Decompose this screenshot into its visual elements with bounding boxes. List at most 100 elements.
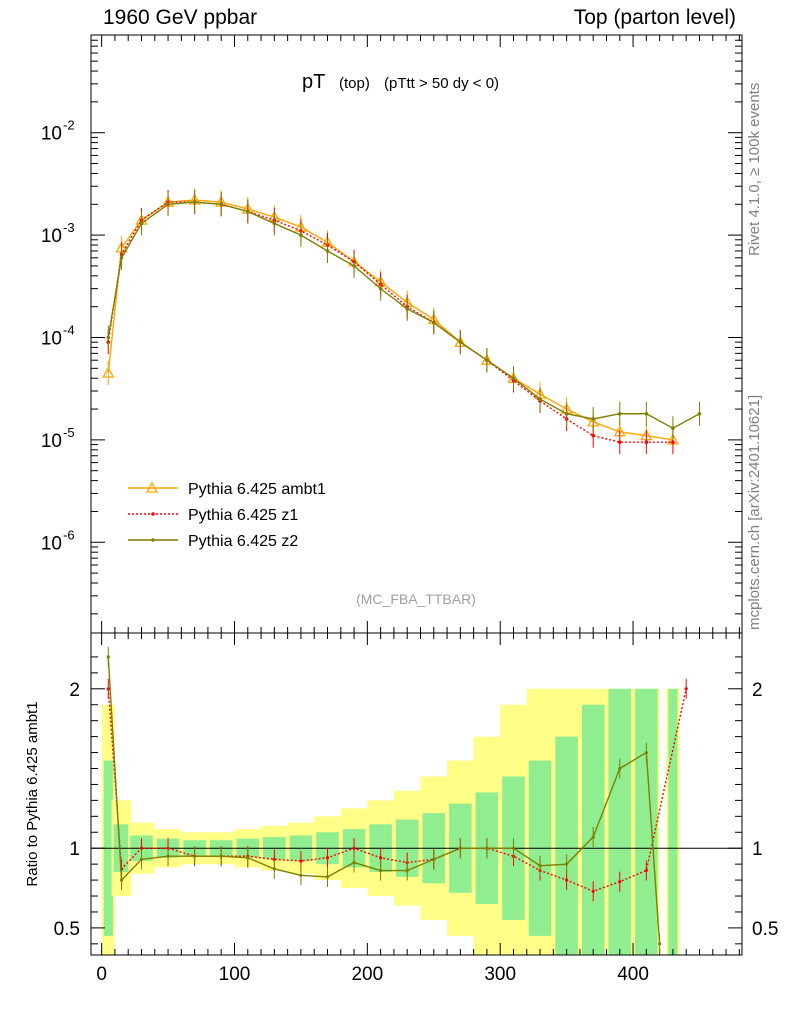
ratio-point	[644, 750, 648, 755]
series-line	[107, 201, 700, 430]
ratio-point	[106, 655, 110, 659]
observable-category: Top (parton level)	[573, 6, 736, 29]
ratio-y-axis-label: Ratio to Pythia 6.425 ambt1	[24, 701, 41, 886]
ratio-point	[272, 867, 276, 871]
ratio-tick-label-right: 0.5	[752, 919, 778, 940]
data-point	[102, 366, 115, 378]
y-tick-label: 10	[41, 124, 62, 145]
ratio-point	[432, 857, 436, 861]
y-tick-exponent: -2	[63, 118, 75, 133]
ratio-point	[139, 857, 144, 861]
data-point	[458, 340, 463, 344]
x-tick-label: 100	[219, 964, 251, 985]
ratio-point	[644, 868, 648, 873]
data-point	[671, 426, 675, 431]
data-point	[106, 335, 111, 340]
data-point	[591, 417, 595, 421]
analysis-watermark: (MC_FBA_TTBAR)	[356, 591, 476, 607]
data-point	[245, 209, 250, 214]
ratio-point	[379, 856, 383, 860]
legend-label: Pythia 6.425 ambt1	[188, 481, 326, 498]
data-point	[272, 221, 277, 226]
data-point	[485, 358, 489, 363]
ratio-point	[352, 860, 356, 865]
ratio-point	[139, 846, 144, 850]
ratio-point	[193, 854, 197, 858]
data-point	[697, 411, 702, 416]
y-tick-exponent: -6	[63, 527, 75, 542]
y-tick-exponent: -3	[63, 220, 75, 235]
data-point	[538, 397, 542, 401]
ratio-plot-frame	[90, 632, 743, 956]
ratio-point	[565, 862, 569, 866]
ratio-point	[618, 766, 622, 771]
y-tick-exponent: -4	[63, 322, 75, 337]
ratio-band-inner	[668, 688, 678, 955]
data-point	[431, 320, 436, 325]
ratio-tick-label: 2	[69, 680, 80, 701]
data-point	[511, 376, 516, 381]
data-point	[591, 433, 595, 438]
ratio-point	[325, 875, 330, 879]
ratio-band-inner	[635, 688, 658, 955]
ratio-point	[166, 854, 170, 858]
ratio-point	[379, 868, 383, 873]
data-point	[671, 440, 675, 444]
legend-marker	[151, 512, 155, 516]
ratio-point	[325, 856, 330, 860]
legend-marker	[145, 481, 159, 493]
ratio-point	[246, 856, 250, 860]
ratio-point	[299, 859, 303, 863]
collision-label: 1960 GeV ppbar	[103, 6, 258, 29]
data-point	[325, 249, 330, 253]
y-tick-label: 10	[41, 328, 62, 349]
ratio-band-inner	[555, 736, 578, 955]
data-point	[617, 440, 622, 444]
y-tick-label: 10	[41, 431, 62, 452]
data-point	[192, 200, 197, 204]
ratio-point	[538, 864, 542, 868]
data-point	[617, 411, 622, 416]
data-point	[564, 411, 569, 416]
series-line	[107, 201, 673, 443]
ratio-point	[352, 846, 356, 850]
data-point	[139, 221, 144, 226]
y-tick-label: 10	[41, 226, 62, 247]
plot-title-sub: (top)	[339, 75, 370, 92]
data-point	[119, 256, 124, 260]
data-point	[219, 202, 223, 207]
ratio-point	[106, 687, 110, 691]
data-point	[299, 233, 303, 237]
ratio-point	[219, 854, 223, 858]
ratio-point	[119, 878, 124, 882]
legend-marker	[151, 538, 155, 542]
ratio-point	[299, 873, 303, 877]
y-tick-label: 10	[41, 533, 62, 554]
legend-label: Pythia 6.425 z1	[188, 507, 298, 524]
ratio-point	[591, 889, 595, 893]
plot-title-cut: (pTtt > 50 dy < 0)	[384, 75, 499, 92]
rivet-version-note: Rivet 4.1.0, ≥ 100k events	[746, 82, 763, 256]
y-tick-exponent: -5	[63, 425, 75, 440]
ratio-point	[658, 942, 662, 946]
ratio-tick-label: 1	[69, 839, 80, 860]
ratio-point	[565, 878, 569, 882]
ratio-tick-label-right: 2	[752, 680, 763, 701]
ratio-point	[511, 846, 516, 850]
ratio-point	[458, 846, 462, 850]
data-point	[378, 286, 383, 291]
x-tick-label: 0	[96, 964, 107, 985]
ratio-tick-label-right: 1	[752, 839, 763, 860]
ratio-point	[591, 835, 595, 839]
x-tick-label: 200	[351, 964, 383, 985]
mcplots-credit: mcplots.cern.ch [arXiv:2401.10621]	[746, 394, 763, 630]
data-point	[166, 202, 170, 207]
series-line	[107, 199, 674, 441]
ratio-point	[684, 687, 688, 691]
x-tick-label: 400	[617, 964, 649, 985]
data-point	[352, 264, 356, 268]
data-point	[644, 411, 649, 416]
plot-title: pT	[302, 71, 325, 93]
data-point	[644, 440, 649, 444]
